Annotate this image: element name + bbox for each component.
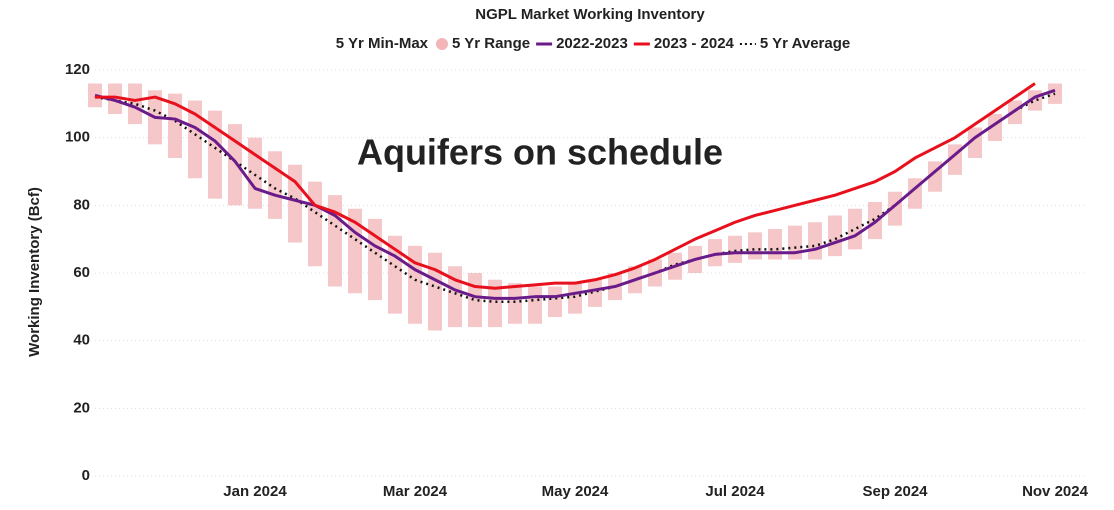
legend-title: 5 Yr Min-Max [336, 35, 429, 52]
x-tick-label: Nov 2024 [1022, 483, 1089, 500]
x-tick-label: Mar 2024 [383, 483, 448, 500]
series-line [94, 88, 1056, 300]
legend-label: 2022-2023 [556, 35, 628, 52]
y-tick-label: 40 [73, 332, 90, 349]
y-axis-label: Working Inventory (Bcf) [26, 187, 43, 357]
legend: 5 Yr Min-Max 5 Yr Range 2022-2023 2023 - 20… [336, 35, 851, 52]
y-tick-label: 80 [73, 196, 90, 213]
y-tick-label: 120 [65, 61, 90, 78]
legend-label: 5 Yr Average [760, 35, 850, 52]
annotation: Aquifers on schedule [357, 132, 723, 173]
legend-swatch [436, 38, 448, 50]
series-line [94, 92, 1056, 304]
y-tick-label: 20 [73, 399, 90, 416]
x-tick-label: May 2024 [542, 483, 609, 500]
x-tick-label: Jan 2024 [223, 483, 287, 500]
y-tick-label: 60 [73, 264, 90, 281]
y-tick-label: 0 [82, 467, 90, 484]
legend-label: 2023 - 2024 [654, 35, 735, 52]
chart-title: NGPL Market Working Inventory [475, 6, 705, 23]
legend-label: 5 Yr Range [452, 35, 530, 52]
x-tick-label: Sep 2024 [862, 483, 928, 500]
series-line [95, 82, 1036, 290]
y-tick-label: 100 [65, 129, 90, 146]
x-tick-label: Jul 2024 [705, 483, 765, 500]
